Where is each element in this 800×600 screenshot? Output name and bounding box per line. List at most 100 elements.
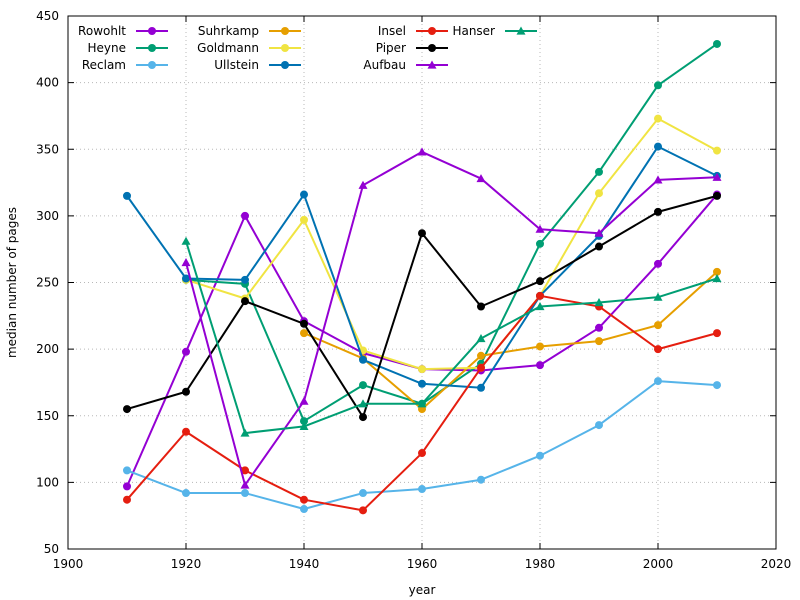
series-aufbau	[181, 147, 722, 489]
data-point-piper	[182, 387, 190, 396]
y-tick-label: 200	[36, 342, 59, 356]
data-point-insel	[359, 506, 367, 515]
data-point-insel	[536, 291, 544, 300]
y-tick-label: 150	[36, 409, 59, 423]
data-point-aufbau	[358, 180, 368, 189]
series-suhrkamp	[300, 267, 721, 414]
legend-entry-piper: Piper	[376, 41, 448, 55]
grid	[68, 16, 776, 549]
x-tick-label: 2000	[643, 557, 674, 571]
series-line-aufbau	[185, 150, 718, 487]
legend-label: Suhrkamp	[198, 24, 259, 38]
legend-marker	[148, 27, 156, 35]
data-point-ullstein	[359, 355, 367, 364]
data-point-aufbau	[417, 147, 427, 156]
data-point-insel	[241, 466, 249, 475]
series-reclam	[123, 377, 721, 514]
legend-marker	[428, 27, 436, 35]
data-point-hanser	[535, 301, 545, 311]
series-line-goldmann	[185, 117, 718, 371]
x-tick-label: 1960	[407, 557, 438, 571]
legend-label: Rowohlt	[78, 24, 126, 38]
legend-entry-rowohlt: Rowohlt	[78, 24, 168, 38]
series-line-ullstein	[126, 145, 718, 389]
legend-entry-suhrkamp: Suhrkamp	[198, 24, 301, 38]
y-axis-title: median number of pages	[5, 207, 19, 358]
data-point-hanser	[240, 428, 250, 437]
data-point-aufbau	[594, 228, 604, 237]
data-point-reclam	[123, 466, 131, 475]
legend-label: Ullstein	[214, 58, 259, 72]
data-point-suhrkamp	[713, 267, 721, 276]
y-tick-label: 400	[36, 76, 59, 90]
data-point-piper	[300, 319, 308, 328]
data-point-aufbau	[535, 224, 545, 233]
series-line-hanser	[185, 240, 718, 435]
data-point-hanser	[299, 421, 309, 431]
series-line-heyne	[185, 43, 718, 423]
data-point-heyne	[713, 39, 721, 48]
data-point-insel	[418, 449, 426, 458]
data-point-heyne	[595, 167, 603, 176]
legend-label: Aufbau	[363, 58, 406, 72]
data-point-piper	[654, 207, 662, 216]
data-point-rowohlt	[241, 211, 249, 220]
legend-marker	[281, 61, 289, 69]
legend-entry-aufbau: Aufbau	[363, 58, 448, 72]
legend-entry-insel: Insel	[378, 24, 448, 38]
data-point-suhrkamp	[654, 321, 662, 330]
data-point-ullstein	[418, 379, 426, 388]
legend-entry-goldmann: Goldmann	[197, 41, 301, 55]
data-point-reclam	[536, 451, 544, 460]
legend-marker	[427, 60, 437, 69]
data-point-ullstein	[477, 383, 485, 392]
data-point-insel	[123, 495, 131, 504]
legend-entry-hanser: Hanser	[452, 24, 537, 38]
data-point-aufbau	[240, 480, 250, 489]
data-point-reclam	[241, 489, 249, 498]
data-point-reclam	[654, 377, 662, 386]
y-tick-label: 50	[44, 542, 59, 556]
legend-label: Insel	[378, 24, 406, 38]
y-tick-label: 100	[36, 475, 59, 489]
data-point-reclam	[359, 489, 367, 498]
data-point-insel	[654, 345, 662, 354]
y-tick-label: 250	[36, 276, 59, 290]
legend-entry-heyne: Heyne	[88, 41, 168, 55]
data-point-ullstein	[241, 275, 249, 284]
data-point-piper	[536, 277, 544, 286]
data-point-hanser	[358, 399, 368, 408]
legend-label: Piper	[376, 41, 406, 55]
data-point-goldmann	[300, 215, 308, 224]
legend-label: Reclam	[82, 58, 126, 72]
legend: Rowohlt Heyne Reclam Suhrkamp Goldmann Ullste…	[78, 24, 537, 72]
data-point-heyne	[359, 381, 367, 390]
series-ullstein	[123, 142, 721, 392]
data-point-piper	[713, 191, 721, 200]
data-point-aufbau	[299, 396, 309, 405]
data-point-hanser	[653, 292, 663, 301]
data-point-piper	[241, 297, 249, 306]
data-point-aufbau	[712, 172, 722, 181]
data-point-piper	[123, 405, 131, 414]
data-point-rowohlt	[595, 323, 603, 332]
series-line-suhrkamp	[303, 271, 718, 411]
data-point-insel	[713, 329, 721, 338]
data-point-hanser	[181, 236, 191, 245]
data-point-insel	[182, 427, 190, 436]
legend-marker	[148, 61, 156, 69]
data-point-ullstein	[654, 142, 662, 151]
data-point-aufbau	[476, 174, 486, 183]
data-point-reclam	[595, 421, 603, 430]
x-tick-label: 2020	[761, 557, 792, 571]
data-point-piper	[595, 242, 603, 251]
plot-frame	[67, 15, 777, 550]
data-point-suhrkamp	[477, 351, 485, 360]
data-point-piper	[418, 229, 426, 238]
data-point-goldmann	[654, 114, 662, 123]
series-piper	[123, 191, 721, 422]
axes: 1900 1920 1940 1960 1980 2000 2020 50 100 150 200 2…	[36, 9, 791, 571]
legend-marker	[281, 27, 289, 35]
x-tick-label: 1920	[171, 557, 202, 571]
